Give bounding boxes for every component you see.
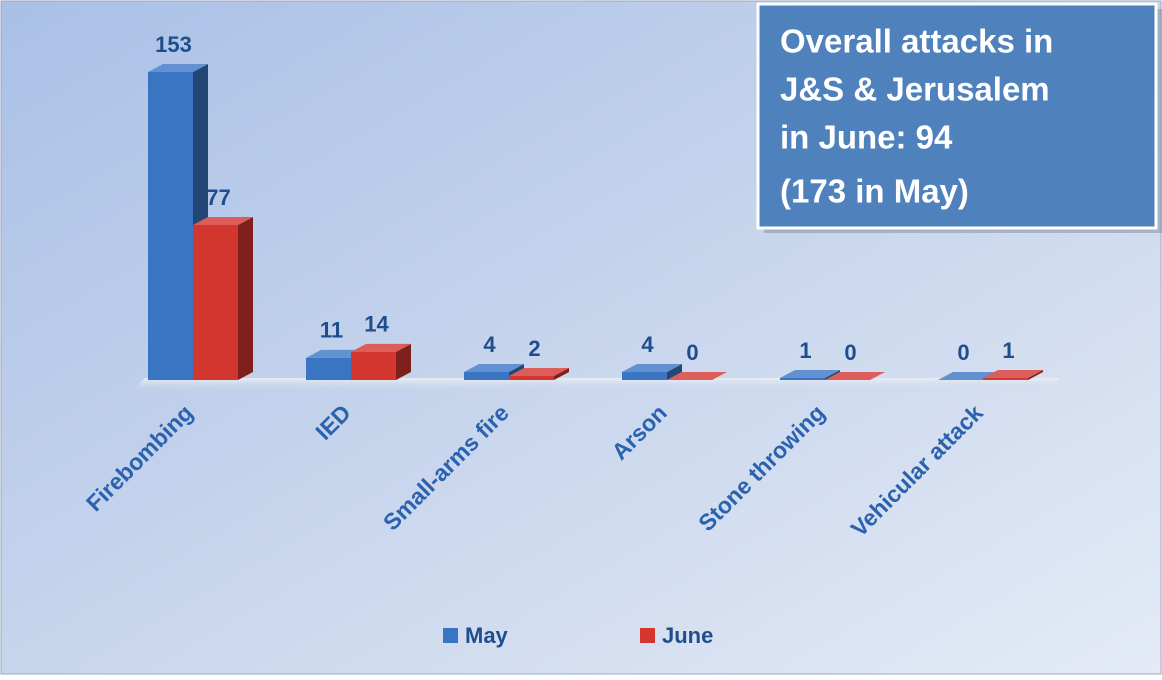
- bar: [193, 224, 238, 380]
- bar-side: [238, 216, 253, 380]
- bar: [780, 377, 825, 380]
- legend-swatch: [443, 628, 458, 643]
- bar: [464, 371, 509, 380]
- data-label: 1: [1002, 338, 1014, 363]
- bar-top: [148, 64, 208, 72]
- annotation-line: in June: 94: [780, 119, 953, 156]
- data-label: 0: [844, 340, 856, 365]
- annotation-box: [756, 2, 1158, 230]
- bar-top: [983, 369, 1043, 378]
- annotation-line: J&S & Jerusalem: [780, 71, 1050, 108]
- bar: [306, 357, 351, 380]
- data-label: 153: [155, 32, 192, 57]
- bar: [509, 375, 554, 380]
- bar-side: [825, 369, 840, 380]
- annotation-line: (173 in May): [780, 173, 969, 210]
- data-label: 0: [957, 340, 969, 365]
- annotation: Overall attacks in J&S & Jerusalem in June…: [780, 23, 1053, 210]
- data-label: 4: [641, 332, 654, 357]
- bar: [148, 72, 193, 380]
- legend-swatch: [640, 628, 655, 643]
- bar-top: [780, 369, 840, 378]
- bar-side: [554, 367, 569, 380]
- bar-side: [396, 343, 411, 380]
- legend-label: May: [465, 623, 509, 648]
- data-label: 1: [799, 338, 811, 363]
- bar-side: [667, 363, 682, 380]
- floor: [130, 378, 1060, 392]
- legend-label: June: [662, 623, 713, 648]
- bar-side: [1028, 369, 1043, 380]
- data-label: 2: [528, 336, 540, 361]
- bar: [351, 351, 396, 380]
- bar-top: [667, 372, 727, 380]
- bar-top: [464, 363, 524, 372]
- bar-top: [351, 343, 411, 352]
- data-label: 11: [320, 318, 343, 343]
- bar-top: [509, 367, 569, 376]
- bar: [622, 371, 667, 380]
- data-label: 14: [364, 312, 389, 337]
- bar-top: [622, 363, 682, 372]
- bar: [983, 377, 1028, 380]
- data-label: 4: [483, 332, 496, 357]
- bar-top: [193, 216, 253, 225]
- bar-top: [825, 372, 885, 380]
- data-label: 77: [206, 185, 230, 210]
- annotation-line: Overall attacks in: [780, 23, 1053, 60]
- data-label: 0: [686, 340, 698, 365]
